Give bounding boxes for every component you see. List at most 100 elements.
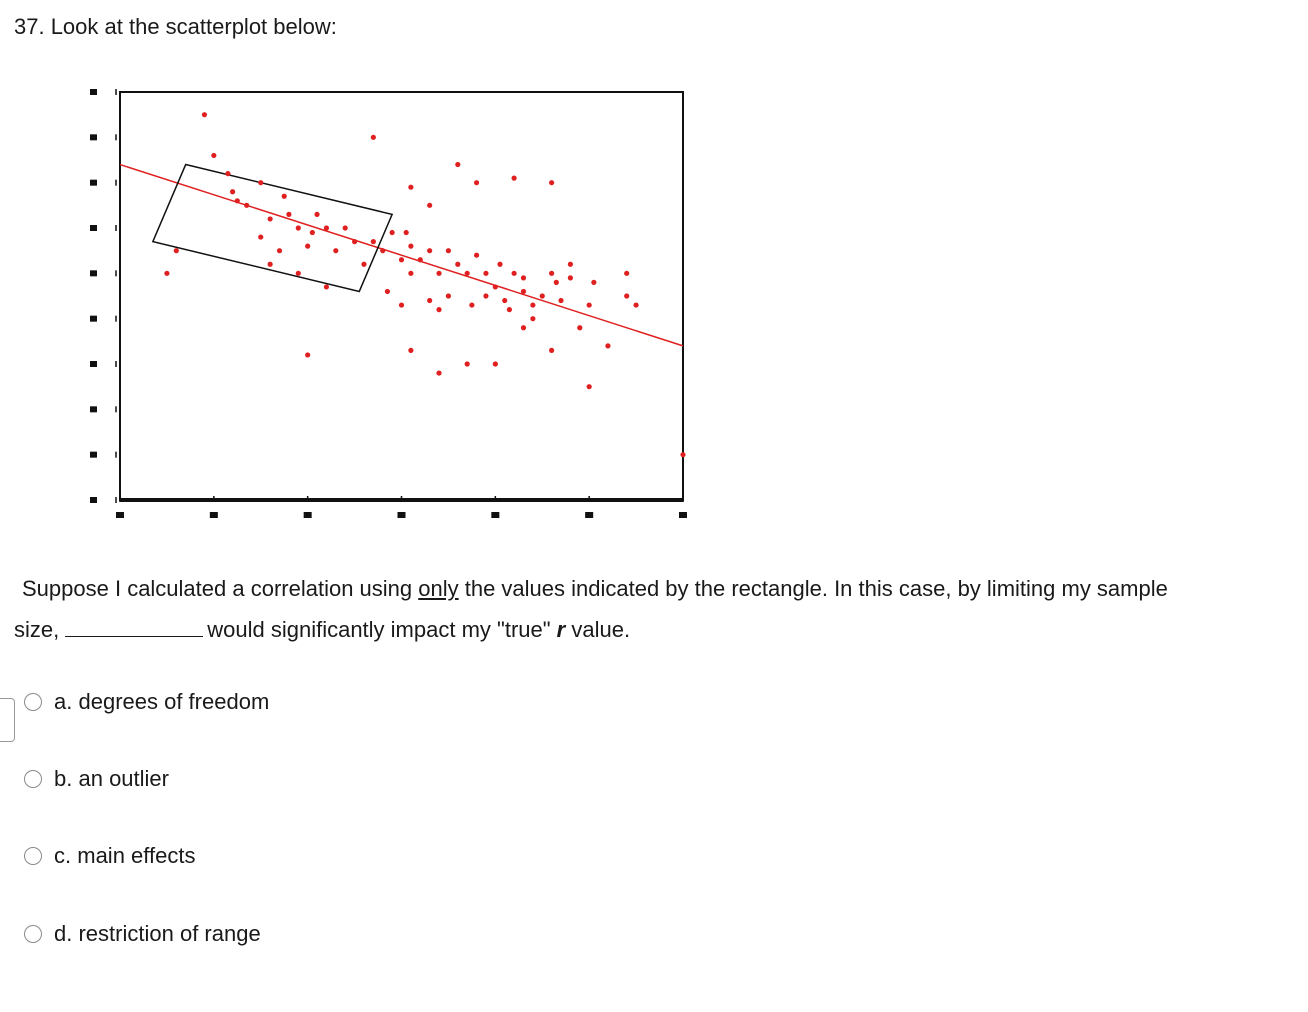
data-point bbox=[211, 152, 217, 159]
scatterplot bbox=[90, 89, 687, 518]
data-point bbox=[398, 257, 405, 263]
y-tick-mark bbox=[90, 225, 97, 231]
data-point bbox=[234, 198, 240, 204]
data-point bbox=[342, 225, 348, 231]
data-point bbox=[380, 248, 386, 254]
r-symbol: r bbox=[556, 617, 566, 642]
data-point bbox=[539, 293, 545, 299]
data-point bbox=[680, 452, 686, 458]
data-point bbox=[230, 189, 236, 195]
x-tick-mark bbox=[116, 512, 124, 518]
data-point bbox=[267, 261, 273, 267]
data-point bbox=[464, 270, 470, 276]
option-b-letter: b. bbox=[54, 766, 73, 791]
radio-option-d[interactable] bbox=[24, 925, 42, 943]
data-point bbox=[497, 261, 503, 267]
option-b-text: an outlier bbox=[78, 766, 169, 791]
data-point bbox=[258, 234, 264, 240]
data-point bbox=[173, 248, 179, 254]
data-point bbox=[276, 248, 283, 254]
stem-text-3: size, bbox=[14, 617, 60, 642]
radio-option-a[interactable] bbox=[24, 693, 42, 711]
data-point bbox=[408, 243, 414, 249]
y-tick-mark bbox=[90, 451, 97, 458]
question-title: 37. Look at the scatterplot below: bbox=[14, 14, 337, 39]
data-point bbox=[520, 325, 527, 331]
data-point bbox=[633, 302, 639, 308]
data-point bbox=[483, 270, 489, 276]
data-point bbox=[305, 243, 311, 249]
data-point bbox=[520, 288, 527, 295]
data-point bbox=[225, 171, 231, 177]
radio-option-b[interactable] bbox=[24, 770, 42, 788]
y-tick-mark bbox=[90, 179, 97, 186]
data-point bbox=[427, 297, 433, 304]
data-point bbox=[549, 180, 555, 186]
data-point bbox=[436, 270, 442, 276]
data-point bbox=[473, 180, 480, 186]
data-point bbox=[506, 307, 513, 313]
x-tick-mark bbox=[679, 512, 687, 518]
stem-text-1: Suppose I calculated a correlation using bbox=[22, 576, 419, 601]
data-point bbox=[323, 225, 330, 231]
data-point bbox=[281, 193, 287, 199]
option-a[interactable]: a. degrees of freedom bbox=[24, 689, 269, 715]
option-a-text: degrees of freedom bbox=[78, 689, 270, 714]
data-point bbox=[464, 361, 470, 367]
data-point bbox=[295, 270, 301, 276]
focus-indicator bbox=[0, 698, 15, 742]
data-point bbox=[286, 211, 292, 217]
data-point bbox=[309, 229, 315, 236]
data-point bbox=[624, 270, 630, 276]
data-point bbox=[389, 229, 395, 236]
y-tick-mark bbox=[90, 497, 97, 503]
x-tick-mark bbox=[303, 512, 312, 518]
data-point bbox=[361, 261, 367, 267]
x-tick-mark bbox=[585, 512, 594, 518]
data-point bbox=[314, 211, 320, 217]
data-point bbox=[436, 307, 442, 313]
data-point bbox=[511, 270, 517, 276]
data-point bbox=[567, 261, 573, 267]
radio-option-c[interactable] bbox=[24, 847, 42, 865]
data-point bbox=[333, 248, 339, 254]
data-point bbox=[436, 370, 442, 376]
data-point bbox=[553, 279, 559, 285]
data-point bbox=[417, 257, 423, 263]
data-point bbox=[483, 293, 489, 299]
data-point bbox=[384, 288, 391, 295]
data-point bbox=[408, 184, 414, 190]
option-b[interactable]: b. an outlier bbox=[24, 766, 169, 792]
data-point bbox=[624, 293, 630, 299]
data-point bbox=[445, 248, 452, 254]
data-point bbox=[295, 225, 301, 231]
plot-frame bbox=[119, 91, 684, 501]
stem-only-underlined: only bbox=[418, 576, 459, 601]
y-tick-mark bbox=[90, 406, 97, 413]
option-d-text: restriction of range bbox=[78, 921, 261, 946]
data-point bbox=[605, 343, 611, 349]
data-point bbox=[511, 175, 517, 181]
y-tick-mark bbox=[90, 361, 97, 367]
option-d[interactable]: d. restriction of range bbox=[24, 921, 261, 947]
option-d-letter: d. bbox=[54, 921, 73, 946]
data-point bbox=[567, 275, 573, 281]
data-point bbox=[577, 325, 583, 331]
option-a-letter: a. bbox=[54, 689, 73, 714]
option-c-text: main effects bbox=[77, 843, 196, 868]
data-point bbox=[473, 252, 480, 258]
x-tick-mark bbox=[397, 512, 406, 518]
data-point bbox=[502, 297, 508, 304]
answer-blank bbox=[65, 618, 204, 637]
data-point bbox=[455, 261, 461, 267]
data-point bbox=[549, 347, 555, 353]
data-point bbox=[445, 293, 452, 299]
data-point bbox=[469, 302, 475, 308]
option-c[interactable]: c. main effects bbox=[24, 843, 195, 869]
data-point bbox=[492, 284, 498, 290]
data-point bbox=[164, 270, 170, 276]
data-point bbox=[370, 239, 376, 245]
data-point bbox=[201, 112, 208, 118]
data-point bbox=[244, 202, 250, 208]
stem-text-2: the values indicated by the rectangle. I… bbox=[458, 576, 1168, 601]
